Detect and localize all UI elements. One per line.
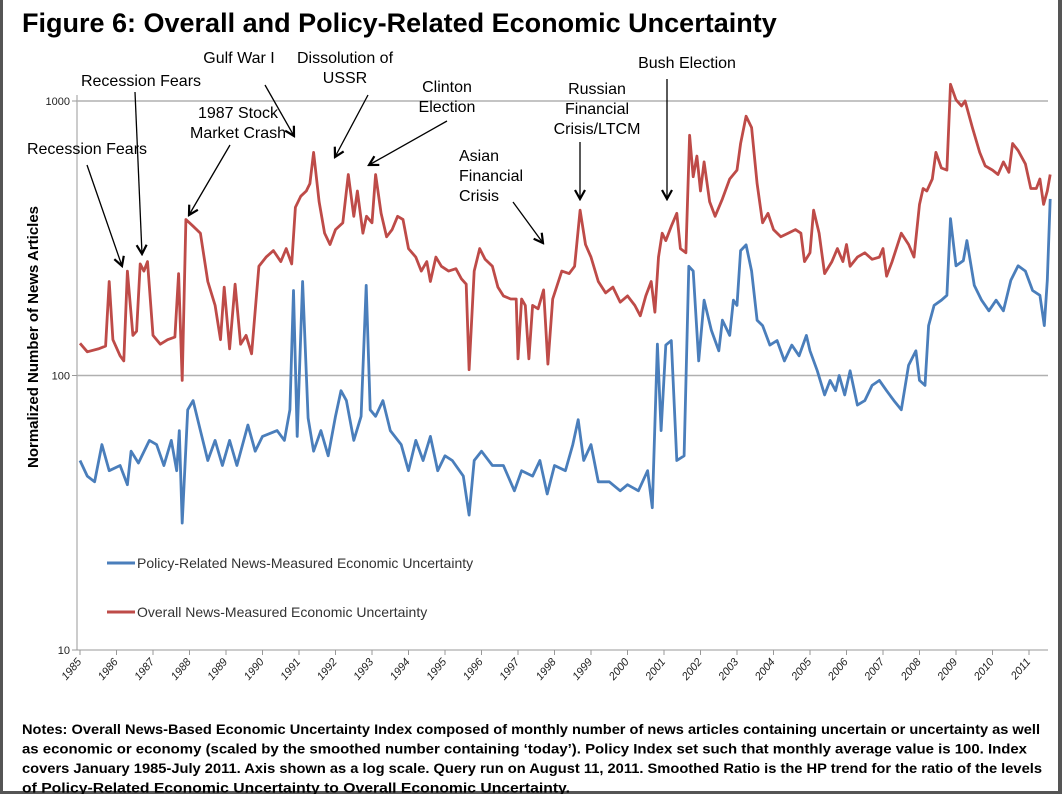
annotation-line: Financial — [459, 168, 523, 185]
policy-uncertainty-line — [78, 198, 1052, 525]
overall-uncertainty-line — [78, 82, 1052, 382]
x-tick-label: 1986 — [96, 656, 121, 683]
annotation-label: Recession Fears — [27, 141, 147, 158]
annotation-line: Recession Fears — [81, 73, 201, 90]
annotation-line: Clinton — [422, 79, 472, 96]
x-tick-label: 1996 — [461, 656, 486, 683]
annotation-arrow — [335, 94, 369, 157]
annotation-line: Russian — [568, 81, 626, 98]
y-tick-label: 1000 — [46, 96, 70, 108]
x-tick-label: 1988 — [169, 656, 194, 683]
event-annotation: Dissolution of USSR — [297, 50, 394, 157]
annotation-line: Market Crash — [190, 125, 286, 142]
x-tick-label: 1992 — [315, 656, 340, 682]
x-tick-label: 2007 — [862, 656, 888, 684]
x-tick-label: 1997 — [497, 656, 522, 683]
annotation-line: Dissolution of — [297, 50, 394, 67]
annotation-arrow — [86, 164, 122, 266]
x-tick-label: 1989 — [205, 656, 230, 682]
x-tick-label: 2006 — [825, 656, 851, 684]
annotation-label: Recession Fears — [81, 73, 201, 90]
y-tick-label: 100 — [52, 371, 70, 383]
x-tick-label: 1991 — [278, 656, 303, 682]
annotation-line: Gulf War I — [203, 50, 274, 67]
notes-line: as economic or economy (scaled by the sm… — [22, 742, 1028, 757]
notes-line: Notes: Overall News-Based Economic Uncer… — [22, 722, 1040, 737]
x-tick-label: 1994 — [388, 656, 413, 682]
annotation-arrow — [134, 91, 142, 254]
event-annotation: Russian Financial Crisis/LTCM — [554, 81, 641, 199]
x-tick-label: 1998 — [534, 656, 559, 683]
y-axis-title: Normalized Number of News Articles — [25, 206, 42, 468]
x-tick-label: 2002 — [679, 656, 705, 683]
event-annotation: Gulf War I — [203, 50, 294, 136]
x-tick-label: 2010 — [971, 656, 997, 684]
annotation-line: Election — [419, 99, 476, 116]
annotation-line: Crisis/LTCM — [554, 121, 641, 138]
legend-label: Policy-Related News-Measured Economic Un… — [137, 555, 473, 571]
event-annotation: Clinton Election — [369, 79, 475, 165]
x-tick-label: 2009 — [935, 656, 961, 683]
notes-line: covers January 1985-July 2011. Axis show… — [22, 761, 1042, 776]
x-tick-label: 2004 — [752, 656, 778, 683]
legend-label: Overall News-Measured Economic Uncertain… — [137, 604, 427, 620]
x-tick-label: 2011 — [1008, 656, 1033, 683]
annotation-label: Asian Financial Crisis — [459, 148, 523, 205]
chart-title: Figure 6: Overall and Policy-Related Eco… — [22, 8, 777, 38]
annotation-label: Dissolution of USSR — [297, 50, 394, 87]
annotation-line: 1987 Stock — [198, 105, 279, 122]
event-annotation: Recession Fears — [81, 73, 201, 254]
notes-line: of Policy-Related Economic Uncertainty t… — [22, 781, 570, 794]
x-tick-label: 1995 — [424, 656, 449, 683]
annotation-label: 1987 Stock Market Crash — [190, 105, 286, 142]
event-annotation: 1987 Stock Market Crash — [189, 105, 286, 215]
x-tick-label: 1990 — [242, 656, 267, 683]
annotation-label: Gulf War I — [203, 50, 274, 67]
annotation-arrow — [189, 144, 231, 215]
x-tick-label: 2000 — [606, 656, 632, 684]
annotation-line: Bush Election — [638, 55, 736, 72]
event-annotation: Recession Fears — [27, 141, 147, 266]
x-tick-label: 2001 — [643, 656, 669, 683]
annotation-line: Crisis — [459, 188, 499, 205]
annotation-label: Russian Financial Crisis/LTCM — [554, 81, 641, 138]
event-annotation: Asian Financial Crisis — [459, 148, 543, 243]
event-annotation: Bush Election — [638, 55, 736, 199]
y-tick-label: 10 — [58, 645, 70, 657]
annotation-line: Recession Fears — [27, 141, 147, 158]
annotation-label: Bush Election — [638, 55, 736, 72]
x-tick-label: 1987 — [132, 656, 157, 683]
annotation-label: Clinton Election — [419, 79, 476, 116]
annotation-arrow — [264, 84, 294, 136]
x-tick-label: 1999 — [570, 656, 595, 682]
x-tick-label: 1985 — [59, 656, 84, 683]
x-tick-label: 2008 — [898, 656, 924, 684]
annotation-arrow — [369, 120, 448, 165]
x-tick-label: 2005 — [789, 656, 815, 684]
annotation-line: Asian — [459, 148, 499, 165]
annotation-line: USSR — [323, 70, 367, 87]
x-tick-label: 1993 — [351, 656, 376, 683]
x-tick-label: 2003 — [716, 656, 742, 684]
annotation-line: Financial — [565, 101, 629, 118]
annotation-arrow — [512, 201, 543, 243]
